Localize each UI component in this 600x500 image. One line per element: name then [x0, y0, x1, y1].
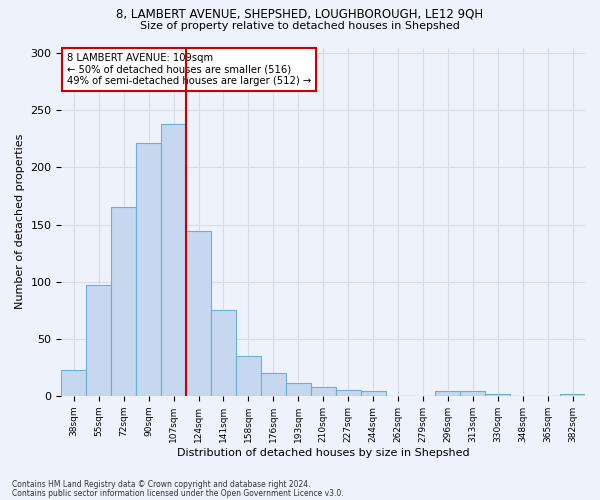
Bar [335, 390, 361, 396]
Bar [436, 392, 460, 396]
Text: Size of property relative to detached houses in Shepshed: Size of property relative to detached ho… [140, 21, 460, 31]
Bar [311, 386, 335, 396]
Bar [286, 384, 311, 396]
Bar [111, 208, 136, 396]
Bar [86, 285, 111, 396]
X-axis label: Distribution of detached houses by size in Shepshed: Distribution of detached houses by size … [177, 448, 470, 458]
Bar [560, 394, 585, 396]
Bar [485, 394, 510, 396]
Bar [161, 124, 186, 396]
Bar [236, 356, 261, 396]
Y-axis label: Number of detached properties: Number of detached properties [15, 134, 25, 310]
Bar [361, 392, 386, 396]
Bar [61, 370, 86, 396]
Text: Contains public sector information licensed under the Open Government Licence v3: Contains public sector information licen… [12, 488, 344, 498]
Bar [211, 310, 236, 396]
Text: 8, LAMBERT AVENUE, SHEPSHED, LOUGHBOROUGH, LE12 9QH: 8, LAMBERT AVENUE, SHEPSHED, LOUGHBOROUG… [116, 8, 484, 20]
Bar [136, 144, 161, 396]
Text: 8 LAMBERT AVENUE: 109sqm
← 50% of detached houses are smaller (516)
49% of semi-: 8 LAMBERT AVENUE: 109sqm ← 50% of detach… [67, 52, 311, 86]
Bar [186, 232, 211, 396]
Bar [460, 392, 485, 396]
Bar [261, 373, 286, 396]
Text: Contains HM Land Registry data © Crown copyright and database right 2024.: Contains HM Land Registry data © Crown c… [12, 480, 311, 489]
